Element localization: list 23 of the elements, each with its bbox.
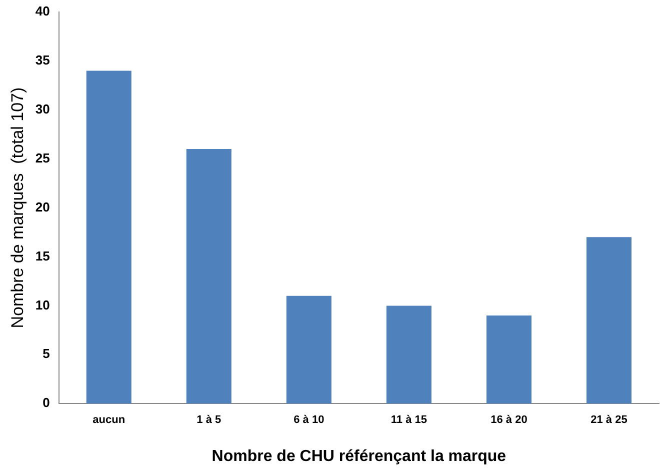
x-tick-label: 6 à 10 <box>294 414 324 426</box>
x-tick-label: aucun <box>92 414 126 426</box>
x-axis-title: Nombre de CHU référençant la marque <box>212 448 506 465</box>
x-tick-label: 16 à 20 <box>490 414 528 426</box>
y-tick-label: 30 <box>35 101 50 116</box>
y-tick-label: 15 <box>35 248 50 264</box>
y-tick-label: 25 <box>35 150 50 166</box>
y-tick-label: 5 <box>42 346 50 362</box>
y-tick-label: 35 <box>35 52 50 68</box>
x-tick-label: 11 à 15 <box>390 414 427 426</box>
y-tick-label: 20 <box>35 199 50 214</box>
bar <box>386 306 432 404</box>
y-tick-label: 10 <box>35 297 50 312</box>
bar <box>86 70 132 404</box>
y-tick-label: 40 <box>35 4 50 19</box>
bar <box>586 237 632 404</box>
bar <box>286 296 332 404</box>
bar <box>186 149 232 404</box>
x-tick-label: 1 à 5 <box>196 414 222 426</box>
bar <box>486 315 532 404</box>
y-axis-title: Nombre de marques (total 107) <box>8 87 27 328</box>
y-tick-label: 0 <box>42 395 50 410</box>
x-tick-label: 21 à 25 <box>590 414 628 426</box>
